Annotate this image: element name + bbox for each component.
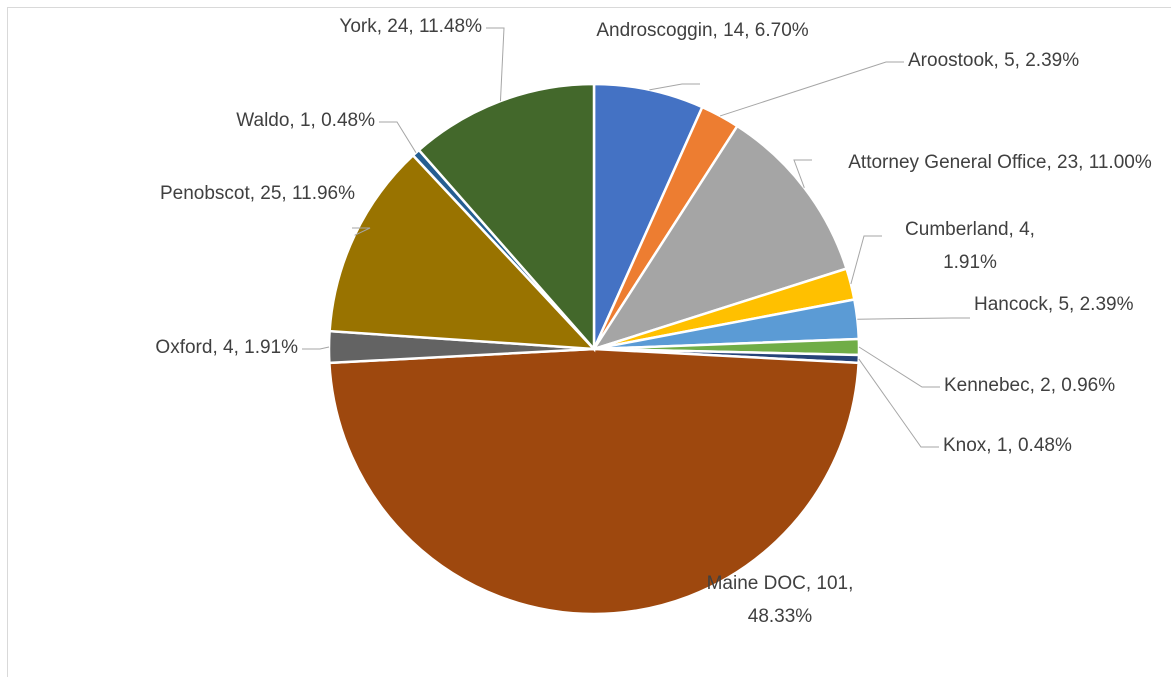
data-label: Knox, 1, 0.48% bbox=[943, 435, 1072, 456]
data-label: Hancock, 5, 2.39% bbox=[974, 294, 1134, 315]
pie-slice bbox=[417, 82, 596, 353]
leader-line bbox=[857, 317, 970, 320]
chart-border bbox=[7, 7, 1171, 677]
data-label: Androscoggin, 14, 6.70% bbox=[596, 20, 809, 41]
data-label: Aroostook, 5, 2.39% bbox=[908, 50, 1080, 71]
pie-slice bbox=[328, 347, 860, 616]
leader-line bbox=[486, 27, 505, 102]
pie-slice bbox=[592, 82, 704, 350]
data-label: Cumberland, 4, 1.91% bbox=[905, 219, 1035, 273]
leader-line bbox=[649, 83, 700, 91]
leader-line bbox=[858, 358, 939, 448]
data-label: Maine DOC, 101, 48.33% bbox=[706, 573, 854, 627]
leader-line bbox=[719, 61, 904, 117]
leader-line bbox=[379, 121, 417, 153]
leader-line bbox=[302, 346, 330, 350]
data-label: Waldo, 1, 0.48% bbox=[236, 110, 375, 131]
data-label: Oxford, 4, 1.91% bbox=[155, 337, 298, 358]
data-label: Attorney General Office, 23, 11.00% bbox=[848, 152, 1152, 173]
leader-line bbox=[858, 346, 940, 388]
data-label: Kennebec, 2, 0.96% bbox=[944, 375, 1116, 396]
leader-line bbox=[352, 227, 371, 236]
data-label: Penobscot, 25, 11.96% bbox=[159, 183, 356, 204]
leader-line bbox=[793, 159, 812, 188]
data-label: York, 24, 11.48% bbox=[339, 16, 482, 37]
leader-line bbox=[850, 235, 882, 285]
